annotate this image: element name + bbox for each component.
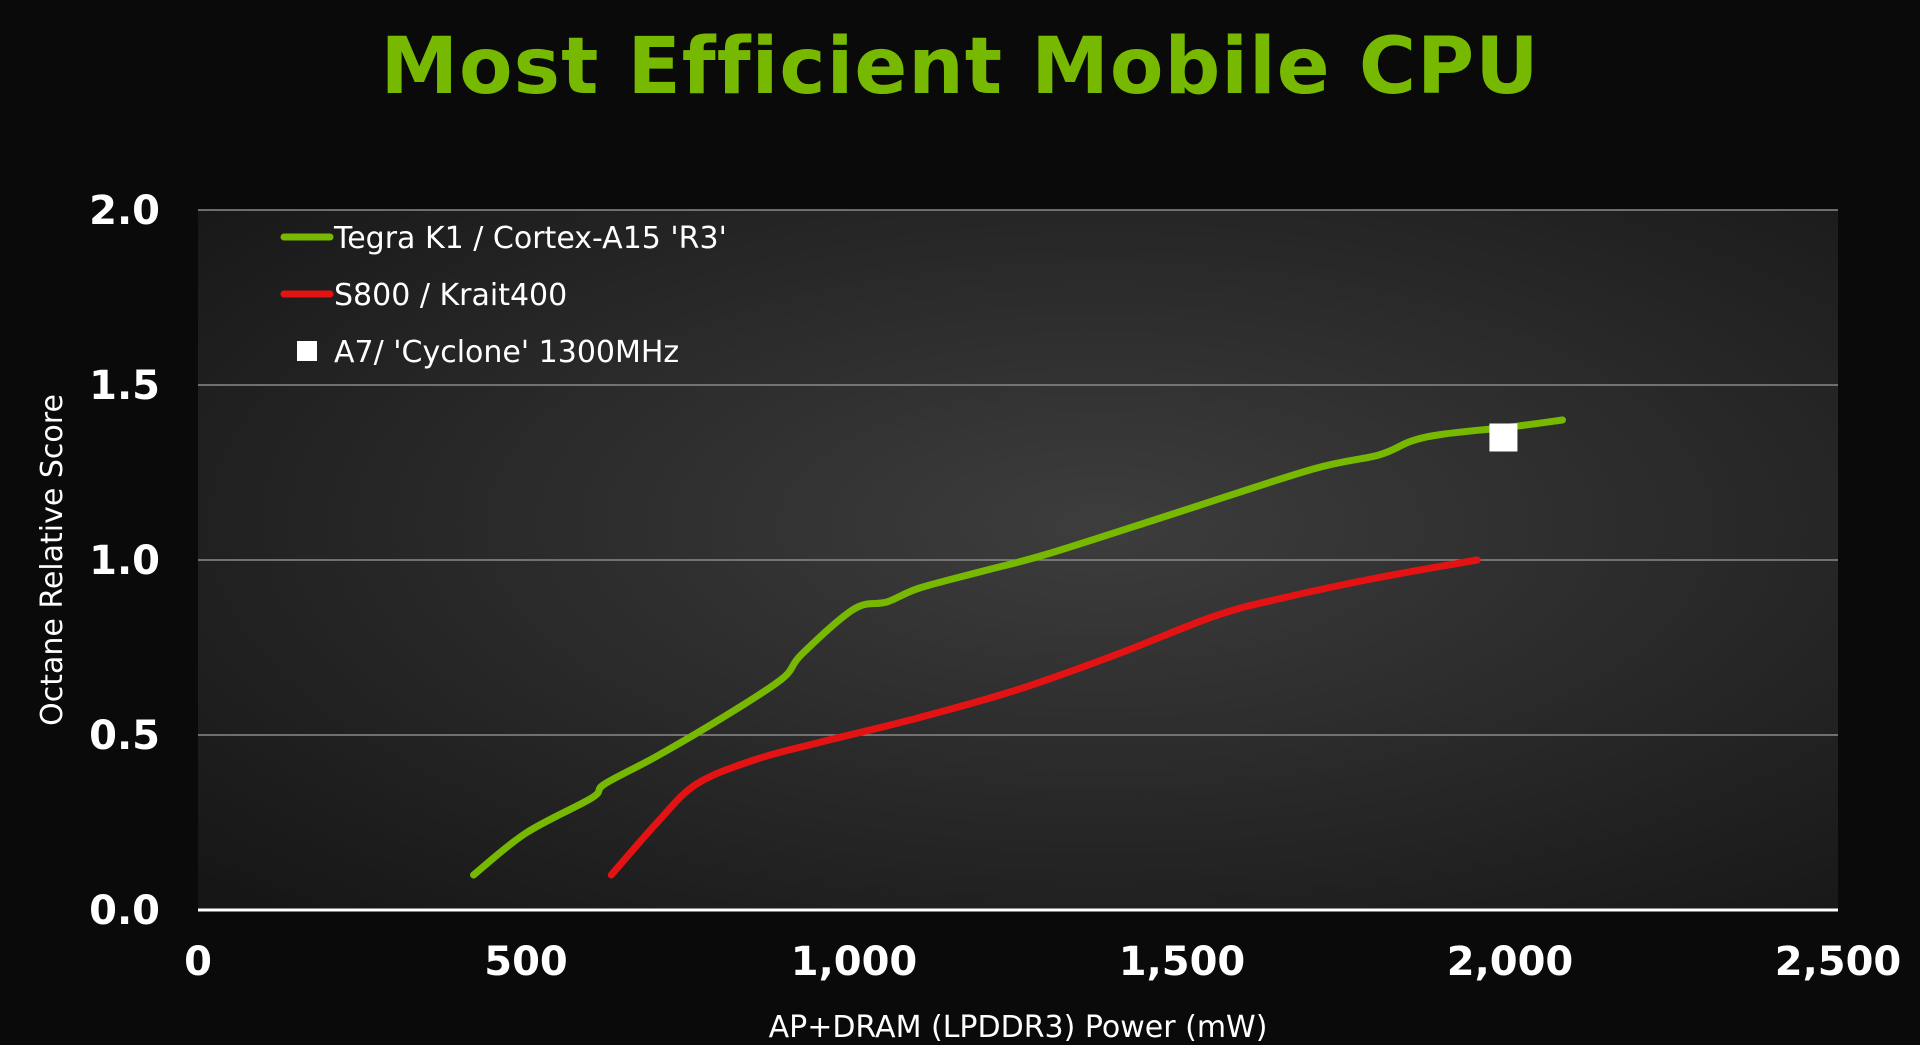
- a7-cyclone-marker: [1489, 423, 1518, 452]
- y-tick-label: 1.5: [89, 363, 160, 409]
- x-axis-title: AP+DRAM (LPDDR3) Power (mW): [769, 1010, 1268, 1045]
- legend-swatch-a7: [297, 341, 317, 361]
- x-tick-label: 1,500: [1119, 939, 1246, 985]
- x-tick-label: 1,000: [791, 939, 918, 985]
- series-line-s800: [607, 556, 1481, 879]
- legend-label: Tegra K1 / Cortex-A15 'R3': [333, 221, 727, 256]
- series-line-tegra-k1: [470, 416, 1566, 879]
- y-axis-title: Octane Relative Score: [35, 394, 70, 726]
- page-title: Most Efficient Mobile CPU: [380, 22, 1540, 112]
- legend-label: S800 / Krait400: [334, 278, 567, 313]
- series-layer: [470, 416, 1566, 879]
- x-tick-label: 2,000: [1447, 939, 1574, 985]
- gridlines: [198, 209, 1838, 736]
- legend-label: A7/ 'Cyclone' 1300MHz: [334, 335, 679, 370]
- y-tick-label: 0.5: [89, 713, 160, 759]
- x-tick-label: 0: [184, 939, 212, 985]
- y-tick-label: 0.0: [89, 888, 160, 934]
- x-tick-label: 2,500: [1775, 939, 1902, 985]
- axes: 0.0 0.5 1.0 1.5 2.0 0 500 1,000 1,500 2,000 2,500: [89, 188, 1901, 985]
- y-tick-label: 1.0: [89, 538, 160, 584]
- x-tick-label: 500: [484, 939, 568, 985]
- y-tick-label: 2.0: [89, 188, 160, 234]
- legend: Tegra K1 / Cortex-A15 'R3' S800 / Krait40…: [280, 221, 727, 370]
